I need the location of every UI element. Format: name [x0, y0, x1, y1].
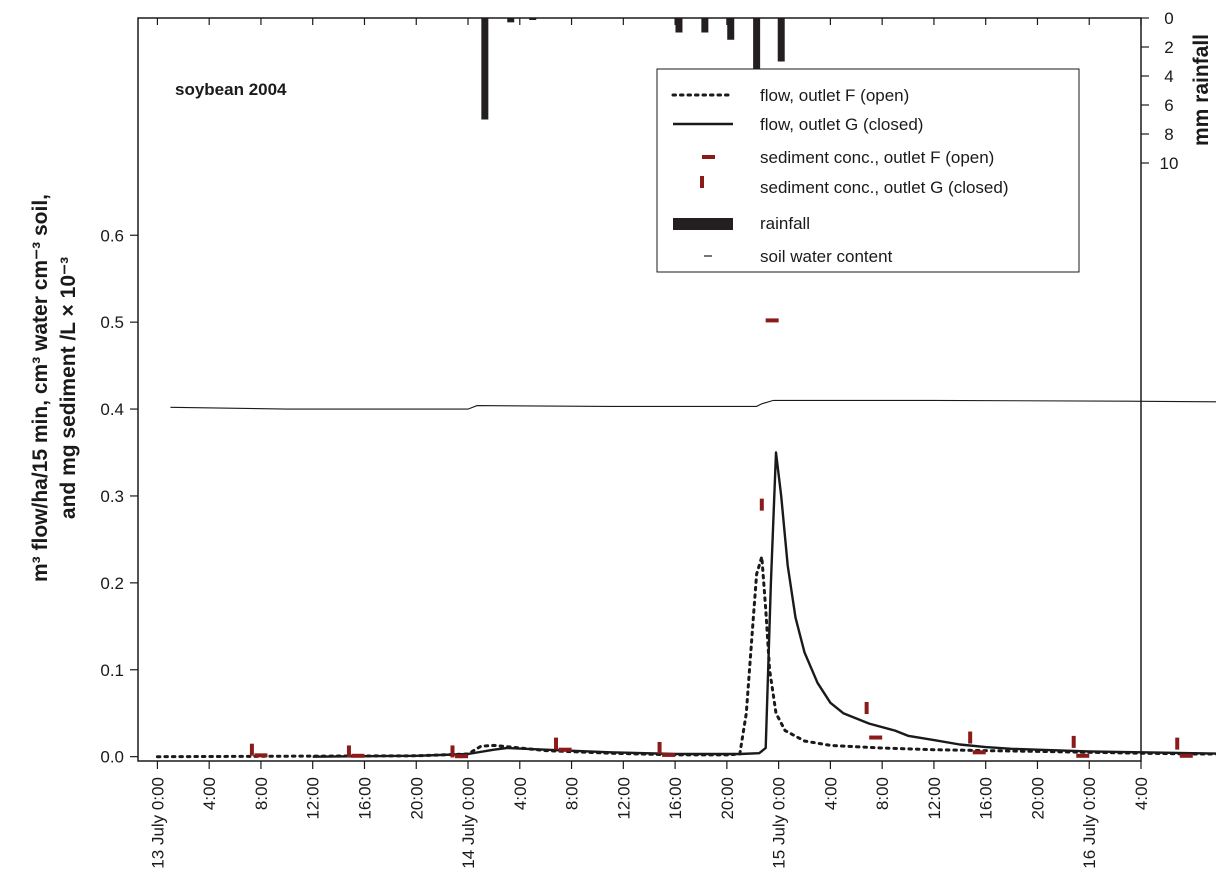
y-tick-label: 0.0: [100, 748, 124, 767]
x-tick-label: 8:00: [873, 777, 892, 810]
y2-tick-label: 6: [1164, 96, 1173, 115]
legend-entry-sed-g: sediment conc., outlet G (closed): [760, 178, 1009, 197]
y2-tick-label: 2: [1164, 38, 1173, 57]
sediment-outlet-g-point: [657, 741, 662, 754]
sediment-outlet-f-point: [455, 754, 469, 759]
y2-axis-label: mm rainfall: [1190, 34, 1213, 146]
x-tick-label: 4:00: [200, 777, 219, 810]
y2-tick-label: 8: [1164, 125, 1173, 144]
sediment-outlet-f-point: [662, 752, 676, 757]
sediment-outlet-g-point: [554, 737, 559, 750]
rainfall-bar: [701, 18, 709, 33]
chart-annotation: soybean 2004: [175, 80, 287, 99]
legend-entry-soil-water: soil water content: [760, 247, 893, 266]
sediment-outlet-g-point: [1175, 737, 1180, 750]
sediment-outlet-f-point: [869, 735, 883, 740]
legend-entry-flow-f: flow, outlet F (open): [760, 86, 909, 105]
y-tick-label: 0.5: [100, 313, 124, 332]
y2-tick-label: 0: [1164, 9, 1173, 28]
rainfall-bar: [481, 18, 489, 120]
x-tick-label: 20:00: [407, 777, 426, 820]
legend-box: [656, 68, 1080, 273]
x-tick-label: 20:00: [1028, 777, 1047, 820]
legend-swatch-sed-g: [700, 176, 704, 188]
legend-swatch-sed-f: [702, 155, 715, 159]
x-tick-label: 16:00: [666, 777, 685, 820]
sediment-outlet-g-point: [249, 743, 254, 756]
x-tick-label: 16 July 0:00: [1080, 777, 1099, 869]
y-tick-label: 0.3: [100, 487, 124, 506]
y-tick-label: 0.1: [100, 661, 124, 680]
rainfall-bar: [507, 18, 515, 23]
y2-tick-label: 4: [1164, 67, 1173, 86]
y-axis-label-line2: and mg sediment /L × 10⁻³: [57, 257, 80, 519]
x-tick-label: 12:00: [304, 777, 323, 820]
sediment-outlet-g-point: [759, 498, 764, 511]
rainfall-bar: [675, 18, 683, 33]
sediment-outlet-g-point: [968, 731, 973, 744]
sediment-outlet-f-point: [558, 747, 572, 752]
legend-swatch-rainfall: [673, 218, 733, 230]
sediment-outlet-g-point: [1071, 735, 1076, 748]
x-tick-label: 4:00: [511, 777, 530, 810]
x-tick-label: 14 July 0:00: [459, 777, 478, 869]
legend: flow, outlet F (open) flow, outlet G (cl…: [656, 68, 1080, 273]
sediment-outlet-f-point: [765, 318, 779, 323]
sediment-outlet-f-point: [972, 750, 986, 755]
x-tick-label: 13 July 0:00: [148, 777, 167, 869]
sediment-outlet-g-point: [346, 745, 351, 758]
legend-entry-sed-f: sediment conc., outlet F (open): [760, 148, 994, 167]
rainfall-bar: [727, 18, 735, 40]
x-tick-label: 8:00: [563, 777, 582, 810]
y-tick-label: 0.2: [100, 574, 124, 593]
sediment-outlet-f-point: [1179, 753, 1193, 758]
y-tick-label: 0.4: [100, 400, 124, 419]
sediment-outlet-f-point: [1076, 753, 1090, 758]
legend-entry-rainfall: rainfall: [760, 214, 810, 233]
x-tick-label: 4:00: [1132, 777, 1151, 810]
x-tick-label: 16:00: [355, 777, 374, 820]
x-tick-label: 20:00: [718, 777, 737, 820]
y-axis-label: m³ flow/ha/15 min, cm³ water cm⁻³ soil,: [29, 194, 52, 582]
sediment-outlet-g-point: [450, 745, 455, 758]
flow-outlet-f-line: [155, 556, 1216, 759]
sediment-outlet-g-point: [864, 701, 869, 714]
x-tick-label: 8:00: [252, 777, 271, 810]
axis-ticks: 0.0 0.1 0.2 0.3 0.4 0.5 0.6 0 2 4 6 8 10 13 July 0:00…: [100, 9, 1178, 869]
plot-frame: [137, 17, 1142, 762]
rainfall-bar: [777, 18, 785, 62]
x-tick-label: 12:00: [614, 777, 633, 820]
y2-tick-label: 10: [1160, 154, 1179, 173]
x-tick-label: 12:00: [925, 777, 944, 820]
x-tick-label: 4:00: [821, 777, 840, 810]
rainfall-bar: [529, 18, 537, 20]
y-tick-label: 0.6: [100, 226, 124, 245]
x-tick-label: 15 July 0:00: [770, 777, 789, 869]
legend-entry-flow-g: flow, outlet G (closed): [760, 115, 923, 134]
x-tick-label: 16:00: [977, 777, 996, 820]
soil-water-content-line: [170, 399, 1216, 410]
sediment-outlet-f-point: [254, 753, 268, 758]
sediment-outlet-f-point: [351, 753, 365, 758]
